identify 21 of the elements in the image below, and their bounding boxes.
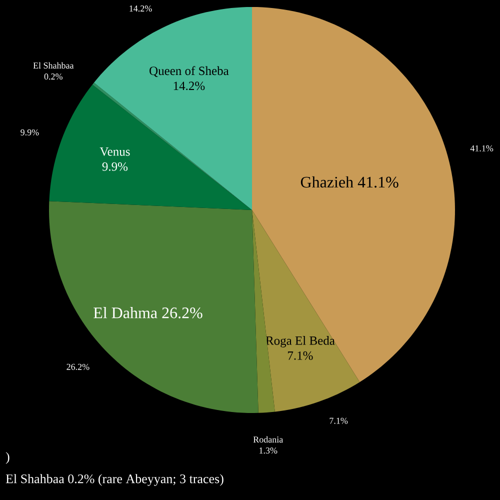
- data-label: 41.1%: [358, 176, 398, 188]
- data-label: 7.1%: [288, 351, 313, 360]
- text: 41.1%: [470, 145, 494, 152]
- slice-label: Roga El Beda: [266, 336, 335, 348]
- text: 9.9%: [20, 129, 39, 136]
- slice-label: El Shahbaa: [33, 62, 74, 69]
- data-label: 9.9%: [102, 162, 128, 171]
- text: 26.2%: [66, 364, 90, 370]
- data-label: 0.2%: [44, 73, 62, 80]
- slice-label: Venus: [100, 148, 130, 156]
- text: El Shahbaa 0.2% (rare Abeyyan; 3 traces): [6, 474, 224, 486]
- data-label: 26.2%: [162, 308, 202, 318]
- slice-label: Rodania: [253, 436, 283, 443]
- slice-label: Queen of Sheba: [150, 66, 229, 77]
- slice-label: El Dahma: [94, 307, 158, 318]
- text: 7.1%: [330, 418, 348, 424]
- data-label: 14.2%: [174, 82, 205, 90]
- text: 14.2%: [130, 5, 152, 12]
- text: ): [6, 452, 10, 464]
- data-label: 1.3%: [260, 447, 278, 454]
- slice-label: Ghazieh: [300, 176, 354, 188]
